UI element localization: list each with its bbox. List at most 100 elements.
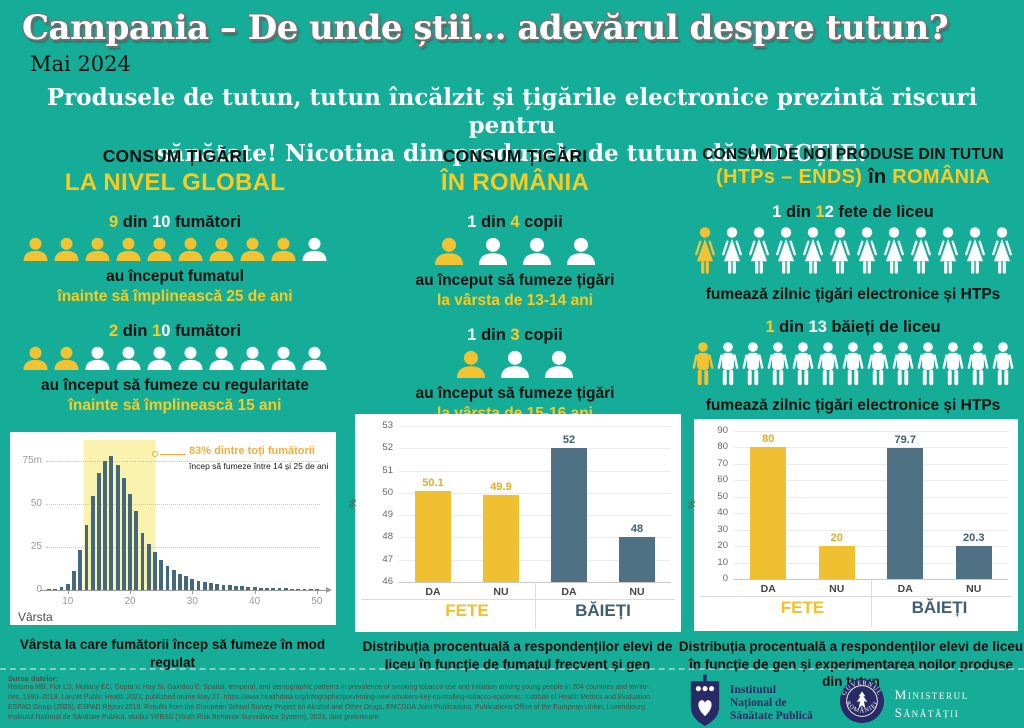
grid-line [399,492,671,494]
stat-text-segment: 0 [161,322,171,340]
x-tick-mark [67,591,69,594]
stat-text-segment: fumători [170,322,242,340]
bar-category-label: DA [425,586,441,598]
histogram-bar [140,533,145,590]
male-person-icon [692,342,714,386]
person-icon [457,350,485,378]
histogram-bar [190,578,195,590]
person-icon [523,237,551,265]
histogram-bar [128,493,132,590]
male-person-icon [767,342,789,386]
stat-global-2-desc2: înainte să împlinească 15 ani [68,397,282,414]
bar [818,546,855,579]
x-tick-mark [192,591,194,594]
histogram-bar [234,585,238,590]
grid-line [399,537,671,539]
histogram-bar [165,565,170,590]
person-icon [271,237,296,261]
stat-text-segment: din [476,326,511,344]
person-icon [85,346,110,370]
y-tick-label: 50 [30,498,42,510]
y-tick-label: 10 [717,556,728,568]
bar-category-label: DA [897,583,913,595]
histogram-bar [308,589,313,590]
x-tick-label: 20 [124,596,136,607]
person-icon [23,346,48,370]
female-person-icon [937,227,958,274]
histogram-bar [246,586,251,590]
grid-line [399,515,671,517]
bar-category-label: NU [966,583,982,595]
person-icon [545,350,573,378]
y-tick-label: 48 [382,531,393,543]
stat-global-2-desc: au început să fumeze cu regularitate [41,377,309,394]
male-person-icon [842,342,864,386]
grid-line [734,546,1008,548]
campaign-date: Mai 2024 [30,52,131,76]
histogram-bar [265,587,269,590]
male-person-icon [817,342,839,386]
histogram-bar [196,580,201,590]
column-global: CONSUM ȚIGĂRI LA NIVEL GLOBAL 9 din 10 f… [6,146,344,415]
stat-global-2-pictogram [6,346,344,370]
x-tick-label: 10 [62,596,74,607]
male-person-icon [917,342,939,386]
ministry-logo-text: Ministerul Sănătății [895,686,969,721]
stat-htp-girls: 1 din 12 fete de liceu [686,203,1020,304]
source-line-3: ESPAD Group (2020), ESPAD Report 2019: R… [8,704,647,711]
bar-value-label: 50.1 [422,476,444,489]
histogram-bar [171,570,176,590]
stat-text-segment: 2 [108,322,119,340]
histogram-bar [258,587,263,590]
y-tick-label: 60 [717,474,728,486]
group-divider-line [535,582,536,628]
caption-histogram: Vârsta la care fumătorii încep să fumeze… [19,637,326,670]
stat-htp-boys-pictogram [686,342,1020,390]
column-romania-title: CONSUM ȚIGĂRI [442,146,588,166]
group-label: BĂIEȚI [575,601,631,620]
stat-text-segment: din [118,322,153,340]
person-icon [209,346,234,370]
stat-htp-girls-pictogram [686,227,1020,279]
person-icon [116,237,141,261]
stat-romania-1-pictogram [348,237,682,265]
histogram-bar [314,589,319,590]
person-icon [302,237,327,261]
stat-romania-1: 1 din 4 copii au început să fumeze țigăr… [348,213,682,310]
column-global-subtitle: LA NIVEL GLOBAL [64,169,286,196]
person-icon [54,346,79,370]
grid-line [46,461,320,463]
sources-label: Sursa datelor: [8,674,59,683]
stat-htp-boys-desc: fumează zilnic țigări electronice și HTP… [705,397,1001,414]
y-axis-title: % [347,499,359,508]
histogram-bar [271,588,276,590]
x-tick-mark [254,591,256,594]
column-global-title: CONSUM ȚIGĂRI [102,146,248,166]
stat-text-segment: băieți de liceu [826,318,941,336]
histogram-bar [177,573,182,590]
grid-line [734,480,1008,482]
male-person-icon [992,342,1014,386]
x-axis-arrow-icon [326,587,332,593]
bar [750,447,787,579]
histogram-bar [65,583,70,590]
person-icon [271,346,296,370]
stat-global-2-label: 2 din 10 fumători [6,322,344,341]
annotation-marker-icon [151,451,158,457]
guvernul-romaniei-emblem-icon: GUVERNUL ROMÂNIEI [839,678,885,728]
grid-line [734,496,1008,498]
histogram-bar [296,588,301,590]
person-icon [23,237,48,261]
stat-romania-1-desc: au început să fumeze țigări [415,272,615,289]
histogram-bar [146,543,151,590]
grid-line [399,426,671,427]
source-line-1: Reitsma MB, Flor LS, Mullany EC, Gupta V… [8,684,649,691]
stat-text-segment: 1 [772,203,782,221]
bar-value-label: 79.7 [894,433,916,446]
x-axis-title: Vârsta [18,610,53,624]
ministry-text-line1: Ministerul [894,686,969,702]
histogram-bar [134,510,139,590]
x-tick-mark [316,591,318,594]
source-line-2: ries, 1990–2019. Lancet Public Health 20… [8,694,652,701]
